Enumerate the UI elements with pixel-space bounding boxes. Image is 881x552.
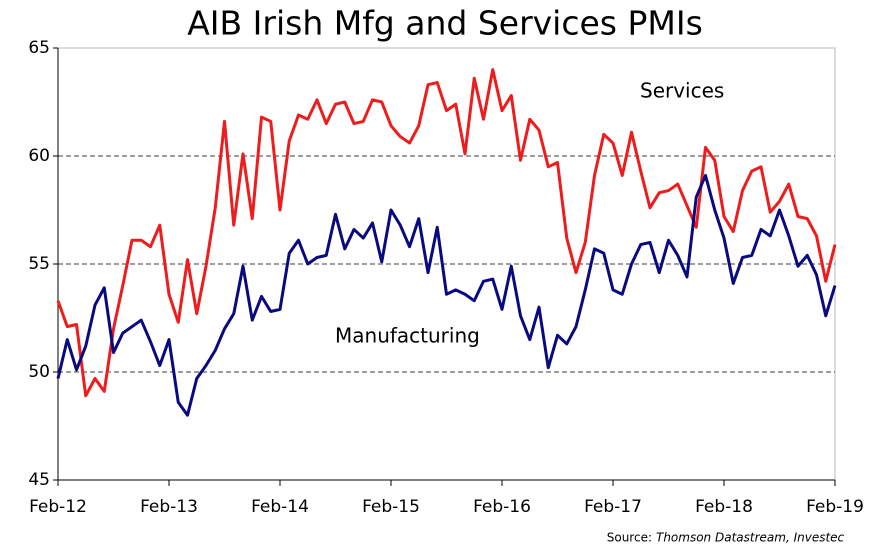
y-tick-label: 55 [28,254,50,274]
series-line [56,173,837,417]
x-tick-label: Feb-18 [695,497,753,517]
y-tick-label: 50 [28,362,50,382]
source: Thomson Datastream, Investec [656,531,845,545]
x-tick-label: Feb-13 [140,497,198,517]
x-tick-label: Feb-17 [584,497,642,517]
x-tick-label: Feb-19 [806,497,864,517]
chart-title: AIB Irish Mfg and Services PMIs [187,4,703,43]
y-tick-label: 60 [28,146,50,166]
series-label: Services [640,79,724,103]
x-tick-label: Feb-14 [251,497,309,517]
series-line [56,68,837,398]
series-label: Manufacturing [335,324,480,348]
x-tick-label: Feb-16 [473,497,531,517]
y-tick-label: 45 [28,470,50,490]
source-label: Source: [607,531,652,545]
x-tick-label: Feb-15 [362,497,420,517]
y-tick-label: 65 [28,38,50,58]
x-tick-label: Feb-12 [29,497,87,517]
